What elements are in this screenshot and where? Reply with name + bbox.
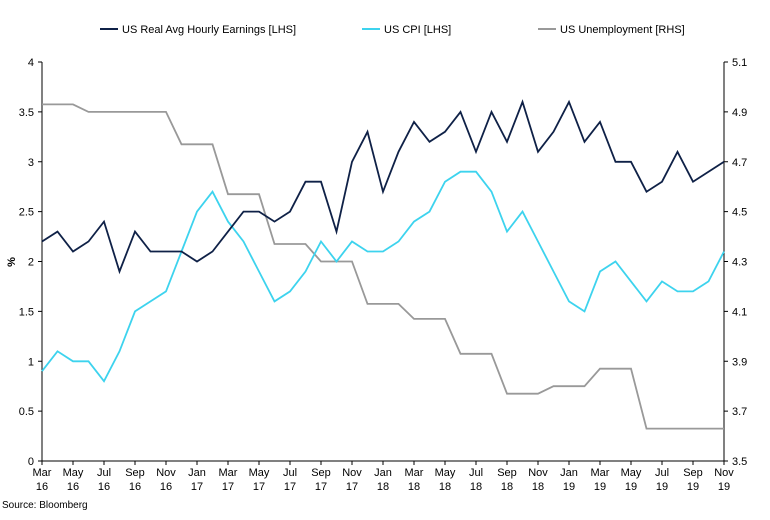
right-tick-label: 3.7 xyxy=(732,406,747,418)
x-tick-label-year: 19 xyxy=(625,481,637,493)
left-tick-label: 4 xyxy=(28,57,34,69)
x-tick-label-month: Sep xyxy=(683,467,703,479)
x-tick-label-year: 18 xyxy=(501,481,513,493)
right-tick-label: 3.5 xyxy=(732,456,747,468)
x-tick-label-year: 19 xyxy=(718,481,730,493)
x-tick-label-year: 17 xyxy=(346,481,358,493)
right-tick-label: 4.1 xyxy=(732,306,747,318)
x-axis-ticks: Mar 16 May 16 Jul 16 Sep 16 Nov 16 Jan 17 Mar 17 May 17… xyxy=(33,461,734,493)
series-line-earnings xyxy=(41,99,725,275)
left-tick-label: 2 xyxy=(28,257,34,269)
legend-label-cpi: US CPI [LHS] xyxy=(384,24,451,36)
x-tick-label-month: Jan xyxy=(374,467,392,479)
left-tick-label: 2.5 xyxy=(19,207,34,219)
x-tick-label-month: Mar xyxy=(219,467,238,479)
right-tick-label: 3.9 xyxy=(732,356,747,368)
left-tick-label: 1 xyxy=(28,356,34,368)
x-tick-label-month: May xyxy=(63,467,84,479)
right-tick-label: 4.3 xyxy=(732,257,747,269)
x-tick-label-month: Mar xyxy=(405,467,424,479)
x-tick-label-month: Nov xyxy=(714,467,734,479)
x-tick-label-year: 18 xyxy=(470,481,482,493)
x-tick-label-year: 17 xyxy=(253,481,265,493)
x-tick-label-month: Sep xyxy=(311,467,331,479)
right-tick-label: 4.9 xyxy=(732,107,747,119)
legend-label-unemployment: US Unemployment [RHS] xyxy=(560,24,685,36)
left-tick-label: 1.5 xyxy=(19,306,34,318)
x-tick-label-month: Jan xyxy=(560,467,578,479)
x-tick-label-year: 16 xyxy=(160,481,172,493)
x-tick-label-month: Sep xyxy=(497,467,517,479)
x-tick-label-year: 18 xyxy=(408,481,420,493)
axes xyxy=(41,62,725,462)
x-tick-label-year: 19 xyxy=(563,481,575,493)
right-tick-label: 4.5 xyxy=(732,207,747,219)
x-tick-label-year: 19 xyxy=(687,481,699,493)
x-tick-label-year: 16 xyxy=(98,481,110,493)
series-line-unemployment xyxy=(42,103,724,430)
x-tick-label-month: Jul xyxy=(469,467,483,479)
x-tick-label-year: 17 xyxy=(284,481,296,493)
x-tick-label-month: Nov xyxy=(156,467,176,479)
x-tick-label-month: Jan xyxy=(188,467,206,479)
x-tick-label-year: 17 xyxy=(315,481,327,493)
left-tick-label: 0 xyxy=(28,456,34,468)
right-tick-label: 5.1 xyxy=(732,57,747,69)
x-tick-label-year: 18 xyxy=(532,481,544,493)
x-tick-label-year: 16 xyxy=(67,481,79,493)
x-tick-label-month: Mar xyxy=(33,467,52,479)
x-tick-label-month: May xyxy=(435,467,456,479)
right-axis-ticks: 3.5 3.7 3.9 4.1 4.3 4.5 4.7 4.9 5.1 xyxy=(724,57,747,468)
left-tick-label: 3.5 xyxy=(19,107,34,119)
x-tick-label-month: Jul xyxy=(97,467,111,479)
right-tick-label: 4.7 xyxy=(732,157,747,169)
x-tick-label-month: May xyxy=(621,467,642,479)
series-line-cpi xyxy=(41,170,725,383)
x-tick-label-month: Nov xyxy=(342,467,362,479)
x-tick-label-month: Sep xyxy=(125,467,145,479)
left-axis-ticks: 0 0.5 1 1.5 2 2.5 3 3.5 4 xyxy=(19,57,42,468)
legend-label-earnings: US Real Avg Hourly Earnings [LHS] xyxy=(122,24,296,36)
source-note: Source: Bloomberg xyxy=(2,500,88,511)
x-tick-label-year: 17 xyxy=(191,481,203,493)
left-tick-label: 0.5 xyxy=(19,406,34,418)
y-axis-label-left: % xyxy=(6,257,18,267)
x-tick-label-month: Nov xyxy=(528,467,548,479)
x-tick-label-year: 18 xyxy=(439,481,451,493)
x-tick-label-year: 16 xyxy=(36,481,48,493)
x-tick-label-month: Jul xyxy=(655,467,669,479)
legend: US Real Avg Hourly Earnings [LHS] US CPI… xyxy=(100,24,685,36)
x-tick-label-year: 19 xyxy=(656,481,668,493)
series-lines xyxy=(41,99,725,430)
left-tick-label: 3 xyxy=(28,157,34,169)
x-tick-label-year: 17 xyxy=(222,481,234,493)
x-tick-label-year: 18 xyxy=(377,481,389,493)
x-tick-label-month: Mar xyxy=(591,467,610,479)
x-tick-label-month: Jul xyxy=(283,467,297,479)
x-tick-label-year: 19 xyxy=(594,481,606,493)
x-tick-label-year: 16 xyxy=(129,481,141,493)
x-tick-label-month: May xyxy=(249,467,270,479)
